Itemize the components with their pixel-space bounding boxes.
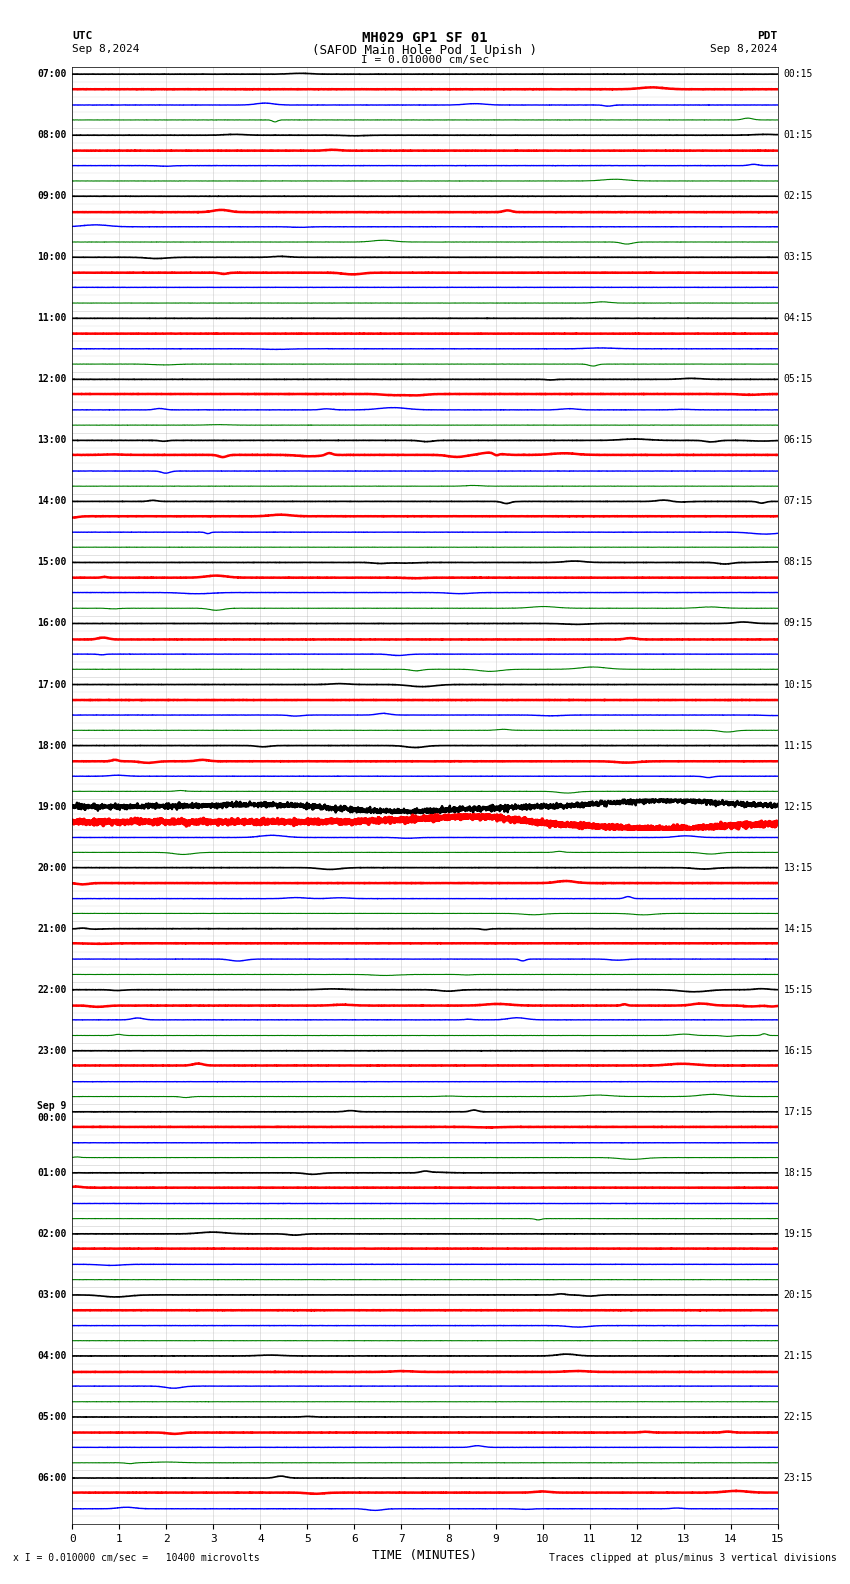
Text: 07:15: 07:15 <box>784 496 813 507</box>
Text: 06:00: 06:00 <box>37 1473 66 1483</box>
Text: 15:00: 15:00 <box>37 558 66 567</box>
Text: 23:15: 23:15 <box>784 1473 813 1483</box>
Text: 03:15: 03:15 <box>784 252 813 263</box>
Text: 02:00: 02:00 <box>37 1229 66 1239</box>
Text: 16:00: 16:00 <box>37 618 66 629</box>
Text: 01:15: 01:15 <box>784 130 813 141</box>
Text: 20:00: 20:00 <box>37 863 66 873</box>
Text: 12:00: 12:00 <box>37 374 66 385</box>
X-axis label: TIME (MINUTES): TIME (MINUTES) <box>372 1549 478 1562</box>
Text: 18:00: 18:00 <box>37 741 66 751</box>
Text: x I = 0.010000 cm/sec =   10400 microvolts: x I = 0.010000 cm/sec = 10400 microvolts <box>13 1554 259 1563</box>
Text: Sep 8,2024: Sep 8,2024 <box>711 43 778 54</box>
Text: Sep 8,2024: Sep 8,2024 <box>72 43 139 54</box>
Text: 02:15: 02:15 <box>784 192 813 201</box>
Text: 04:00: 04:00 <box>37 1351 66 1361</box>
Text: 21:00: 21:00 <box>37 923 66 933</box>
Text: 17:15: 17:15 <box>784 1107 813 1117</box>
Text: 09:00: 09:00 <box>37 192 66 201</box>
Text: Traces clipped at plus/minus 3 vertical divisions: Traces clipped at plus/minus 3 vertical … <box>549 1554 837 1563</box>
Text: 12:15: 12:15 <box>784 802 813 811</box>
Text: 21:15: 21:15 <box>784 1351 813 1361</box>
Text: 11:15: 11:15 <box>784 741 813 751</box>
Text: 04:15: 04:15 <box>784 314 813 323</box>
Text: 08:00: 08:00 <box>37 130 66 141</box>
Text: 07:00: 07:00 <box>37 70 66 79</box>
Text: 05:15: 05:15 <box>784 374 813 385</box>
Text: 15:15: 15:15 <box>784 985 813 995</box>
Text: UTC: UTC <box>72 30 93 41</box>
Text: 20:15: 20:15 <box>784 1289 813 1300</box>
Text: 18:15: 18:15 <box>784 1167 813 1178</box>
Text: I = 0.010000 cm/sec: I = 0.010000 cm/sec <box>361 55 489 65</box>
Text: MH029 GP1 SF 01: MH029 GP1 SF 01 <box>362 30 488 44</box>
Text: 14:15: 14:15 <box>784 923 813 933</box>
Text: 22:00: 22:00 <box>37 985 66 995</box>
Text: 13:00: 13:00 <box>37 436 66 445</box>
Text: 09:15: 09:15 <box>784 618 813 629</box>
Text: 00:15: 00:15 <box>784 70 813 79</box>
Text: 23:00: 23:00 <box>37 1045 66 1057</box>
Text: 06:15: 06:15 <box>784 436 813 445</box>
Text: 22:15: 22:15 <box>784 1411 813 1422</box>
Text: 16:15: 16:15 <box>784 1045 813 1057</box>
Text: 08:15: 08:15 <box>784 558 813 567</box>
Text: 10:15: 10:15 <box>784 680 813 689</box>
Text: (SAFOD Main Hole Pod 1 Upish ): (SAFOD Main Hole Pod 1 Upish ) <box>313 43 537 57</box>
Text: 19:00: 19:00 <box>37 802 66 811</box>
Text: 14:00: 14:00 <box>37 496 66 507</box>
Text: PDT: PDT <box>757 30 778 41</box>
Text: 05:00: 05:00 <box>37 1411 66 1422</box>
Text: 19:15: 19:15 <box>784 1229 813 1239</box>
Text: 13:15: 13:15 <box>784 863 813 873</box>
Text: 17:00: 17:00 <box>37 680 66 689</box>
Text: Sep 9
00:00: Sep 9 00:00 <box>37 1101 66 1123</box>
Text: 01:00: 01:00 <box>37 1167 66 1178</box>
Text: 10:00: 10:00 <box>37 252 66 263</box>
Text: 03:00: 03:00 <box>37 1289 66 1300</box>
Text: 11:00: 11:00 <box>37 314 66 323</box>
